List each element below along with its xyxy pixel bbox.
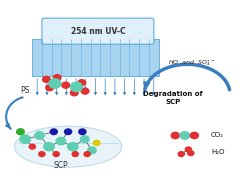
Circle shape: [46, 85, 54, 91]
Circle shape: [49, 79, 61, 88]
Circle shape: [79, 129, 86, 135]
FancyBboxPatch shape: [32, 39, 159, 76]
Circle shape: [84, 152, 90, 156]
Circle shape: [17, 129, 24, 135]
Ellipse shape: [14, 126, 122, 167]
Circle shape: [93, 140, 100, 146]
Circle shape: [72, 152, 78, 156]
Text: H₂O: H₂O: [211, 149, 225, 155]
Circle shape: [35, 132, 44, 139]
Circle shape: [43, 76, 50, 82]
Circle shape: [81, 88, 89, 94]
Circle shape: [65, 129, 72, 135]
Text: PS: PS: [20, 86, 30, 95]
Circle shape: [78, 80, 86, 86]
Circle shape: [44, 143, 54, 151]
Circle shape: [56, 137, 66, 145]
Text: CO₂: CO₂: [211, 132, 224, 139]
Circle shape: [53, 152, 59, 156]
FancyBboxPatch shape: [42, 18, 154, 44]
Circle shape: [190, 132, 198, 139]
Text: SCP: SCP: [54, 161, 68, 170]
Circle shape: [171, 132, 179, 139]
Circle shape: [88, 147, 96, 154]
Circle shape: [70, 82, 82, 91]
Circle shape: [50, 129, 57, 135]
Circle shape: [20, 135, 30, 143]
Circle shape: [185, 147, 192, 152]
Text: $\mathit{HO}$  and  $\mathit{SO_4^{•-}}$: $\mathit{HO}$ and $\mathit{SO_4^{•-}}$: [168, 58, 215, 68]
Circle shape: [68, 143, 78, 151]
Circle shape: [188, 151, 194, 156]
Circle shape: [29, 144, 35, 149]
Circle shape: [53, 75, 61, 81]
Circle shape: [178, 152, 184, 156]
Circle shape: [39, 152, 45, 156]
Text: Degradation of
SCP: Degradation of SCP: [143, 91, 203, 105]
Circle shape: [70, 90, 78, 96]
Text: 254 nm UV-C: 254 nm UV-C: [71, 27, 125, 36]
Circle shape: [62, 82, 70, 88]
Circle shape: [180, 132, 190, 139]
Circle shape: [80, 136, 89, 143]
